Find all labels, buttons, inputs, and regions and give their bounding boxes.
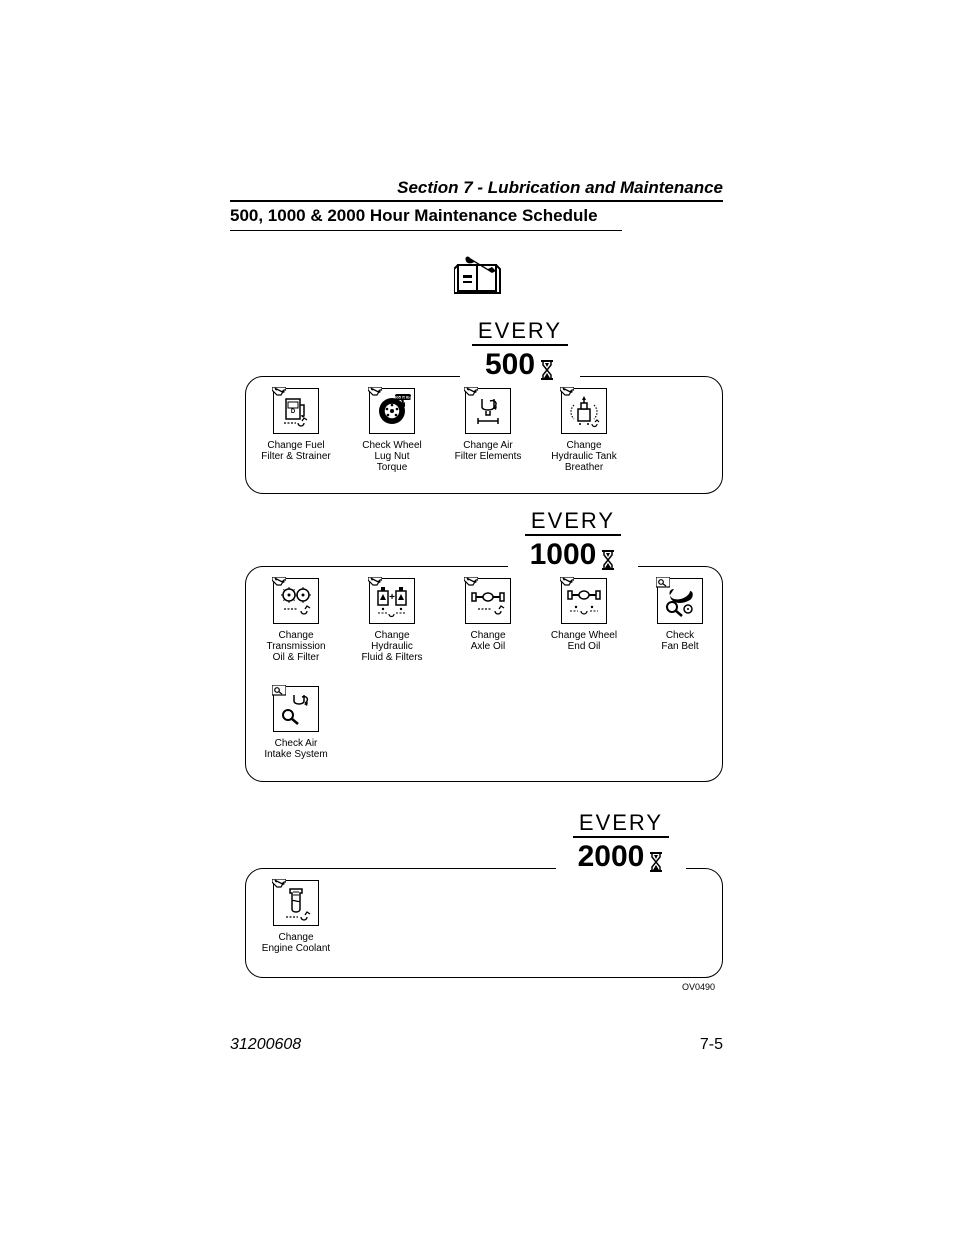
svg-text:+: +	[389, 592, 395, 603]
change-hydraulic-tank-breather-icon	[561, 388, 607, 434]
footer-page-number: 7-5	[700, 1036, 723, 1054]
svg-text:D: D	[291, 409, 296, 415]
change-air-filter-elements-label: Change AirFilter Elements	[442, 440, 534, 462]
interval-hours: 2000	[578, 840, 645, 874]
interval-hours: 1000	[530, 538, 597, 572]
check-wheel-lug-nut-torque-label: Check WheelLug NutTorque	[346, 440, 438, 473]
section-header: Section 7 - Lubrication and Maintenance	[230, 178, 723, 202]
task-change-hydraulic-tank-breather: ChangeHydraulic TankBreather	[538, 388, 630, 473]
change-hydraulic-fluid-filters-label: ChangeHydraulicFluid & Filters	[346, 630, 438, 663]
task-change-wheel-end-oil: Change WheelEnd Oil	[538, 578, 630, 652]
interval-every: EVERY	[573, 810, 669, 838]
svg-text:605 ft lbs: 605 ft lbs	[394, 395, 412, 400]
check-air-intake-system-icon	[273, 686, 319, 732]
manual-icon	[454, 255, 508, 295]
task-check-air-intake-system: Check AirIntake System	[250, 686, 342, 760]
page-title: 500, 1000 & 2000 Hour Maintenance Schedu…	[230, 206, 622, 231]
change-transmission-oil-filter-icon	[273, 578, 319, 624]
check-fan-belt-icon	[657, 578, 703, 624]
change-engine-coolant-label: ChangeEngine Coolant	[250, 932, 342, 954]
footer-doc-number: 31200608	[230, 1036, 301, 1054]
interval-label-1000: EVERY1000	[508, 508, 638, 572]
check-wheel-lug-nut-torque-icon: 605 ft lbs	[369, 388, 415, 434]
change-hydraulic-fluid-filters-icon: +	[369, 578, 415, 624]
change-air-filter-elements-icon	[465, 388, 511, 434]
task-check-wheel-lug-nut-torque: 605 ft lbs Check WheelLug NutTorque	[346, 388, 438, 473]
change-hydraulic-tank-breather-label: ChangeHydraulic TankBreather	[538, 440, 630, 473]
interval-hours: 500	[485, 348, 535, 382]
task-check-fan-belt: CheckFan Belt	[634, 578, 726, 652]
task-change-fuel-filter-strainer: D Change FuelFilter & Strainer	[250, 388, 342, 462]
task-change-engine-coolant: ChangeEngine Coolant	[250, 880, 342, 954]
interval-every: EVERY	[525, 508, 621, 536]
interval-every: EVERY	[472, 318, 568, 346]
interval-label-500: EVERY500	[460, 318, 580, 382]
change-transmission-oil-filter-label: ChangeTransmissionOil & Filter	[250, 630, 342, 663]
change-fuel-filter-strainer-icon: D	[273, 388, 319, 434]
task-change-hydraulic-fluid-filters: + ChangeHydraulicFluid & Filters	[346, 578, 438, 663]
change-axle-oil-icon	[465, 578, 511, 624]
page: Section 7 - Lubrication and Maintenance …	[0, 0, 954, 1235]
check-fan-belt-label: CheckFan Belt	[634, 630, 726, 652]
figure-reference: OV0490	[682, 982, 715, 992]
change-axle-oil-label: ChangeAxle Oil	[442, 630, 534, 652]
change-wheel-end-oil-label: Change WheelEnd Oil	[538, 630, 630, 652]
change-fuel-filter-strainer-label: Change FuelFilter & Strainer	[250, 440, 342, 462]
task-change-air-filter-elements: Change AirFilter Elements	[442, 388, 534, 462]
task-change-axle-oil: ChangeAxle Oil	[442, 578, 534, 652]
check-air-intake-system-label: Check AirIntake System	[250, 738, 342, 760]
interval-label-2000: EVERY2000	[556, 810, 686, 874]
change-engine-coolant-icon	[273, 880, 319, 926]
change-wheel-end-oil-icon	[561, 578, 607, 624]
task-change-transmission-oil-filter: ChangeTransmissionOil & Filter	[250, 578, 342, 663]
